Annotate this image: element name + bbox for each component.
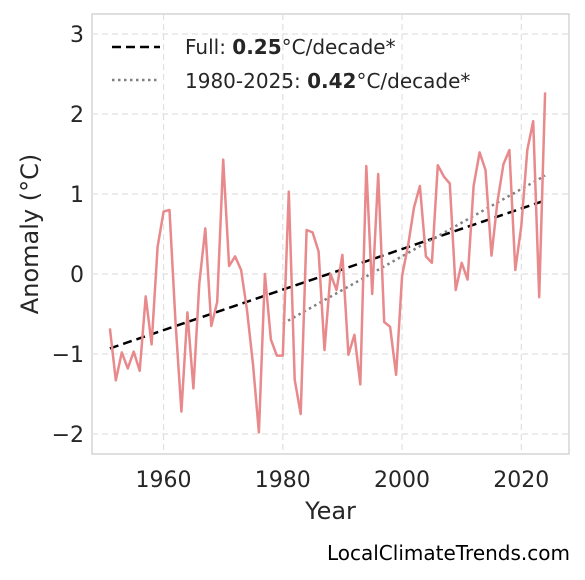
legend-label-recent-trend: 1980-2025: 0.42°C/decade* — [185, 69, 470, 93]
data-series — [108, 92, 547, 434]
y-tick-label: 0 — [70, 263, 84, 288]
watermark: LocalClimateTrends.com — [327, 541, 570, 565]
legend: Full: 0.25°C/decade* 1980-2025: 0.42°C/d… — [112, 35, 470, 93]
y-tick-label: −1 — [52, 343, 84, 368]
x-tick-labels: 1960 1980 2000 2020 — [136, 468, 550, 493]
trend-lines — [109, 174, 546, 350]
legend-label-full-trend: Full: 0.25°C/decade* — [185, 35, 396, 59]
y-tick-label: 2 — [70, 103, 84, 128]
legend-label-full-prefix: Full: — [185, 35, 232, 59]
y-tick-labels: −2 −1 0 1 2 3 — [52, 23, 84, 448]
legend-label-full-suffix: °C/decade* — [282, 35, 396, 59]
y-tick-label: −2 — [52, 423, 84, 448]
anomaly-series-line — [108, 92, 547, 434]
x-tick-label: 2020 — [493, 468, 549, 493]
x-axis-label: Year — [304, 497, 356, 525]
y-tick-label: 3 — [70, 23, 84, 48]
legend-label-recent-suffix: °C/decade* — [356, 69, 470, 93]
y-axis-label: Anomaly (°C) — [16, 154, 44, 314]
legend-label-full-value: 0.25 — [232, 35, 281, 59]
legend-label-recent-value: 0.42 — [307, 69, 356, 93]
y-tick-label: 1 — [70, 183, 84, 208]
x-tick-label: 2000 — [374, 468, 430, 493]
x-tick-label: 1960 — [136, 468, 192, 493]
trend-line-full — [109, 199, 546, 350]
x-tick-label: 1980 — [255, 468, 311, 493]
legend-label-recent-prefix: 1980-2025: — [185, 69, 307, 93]
trend-line-recent — [282, 174, 546, 325]
